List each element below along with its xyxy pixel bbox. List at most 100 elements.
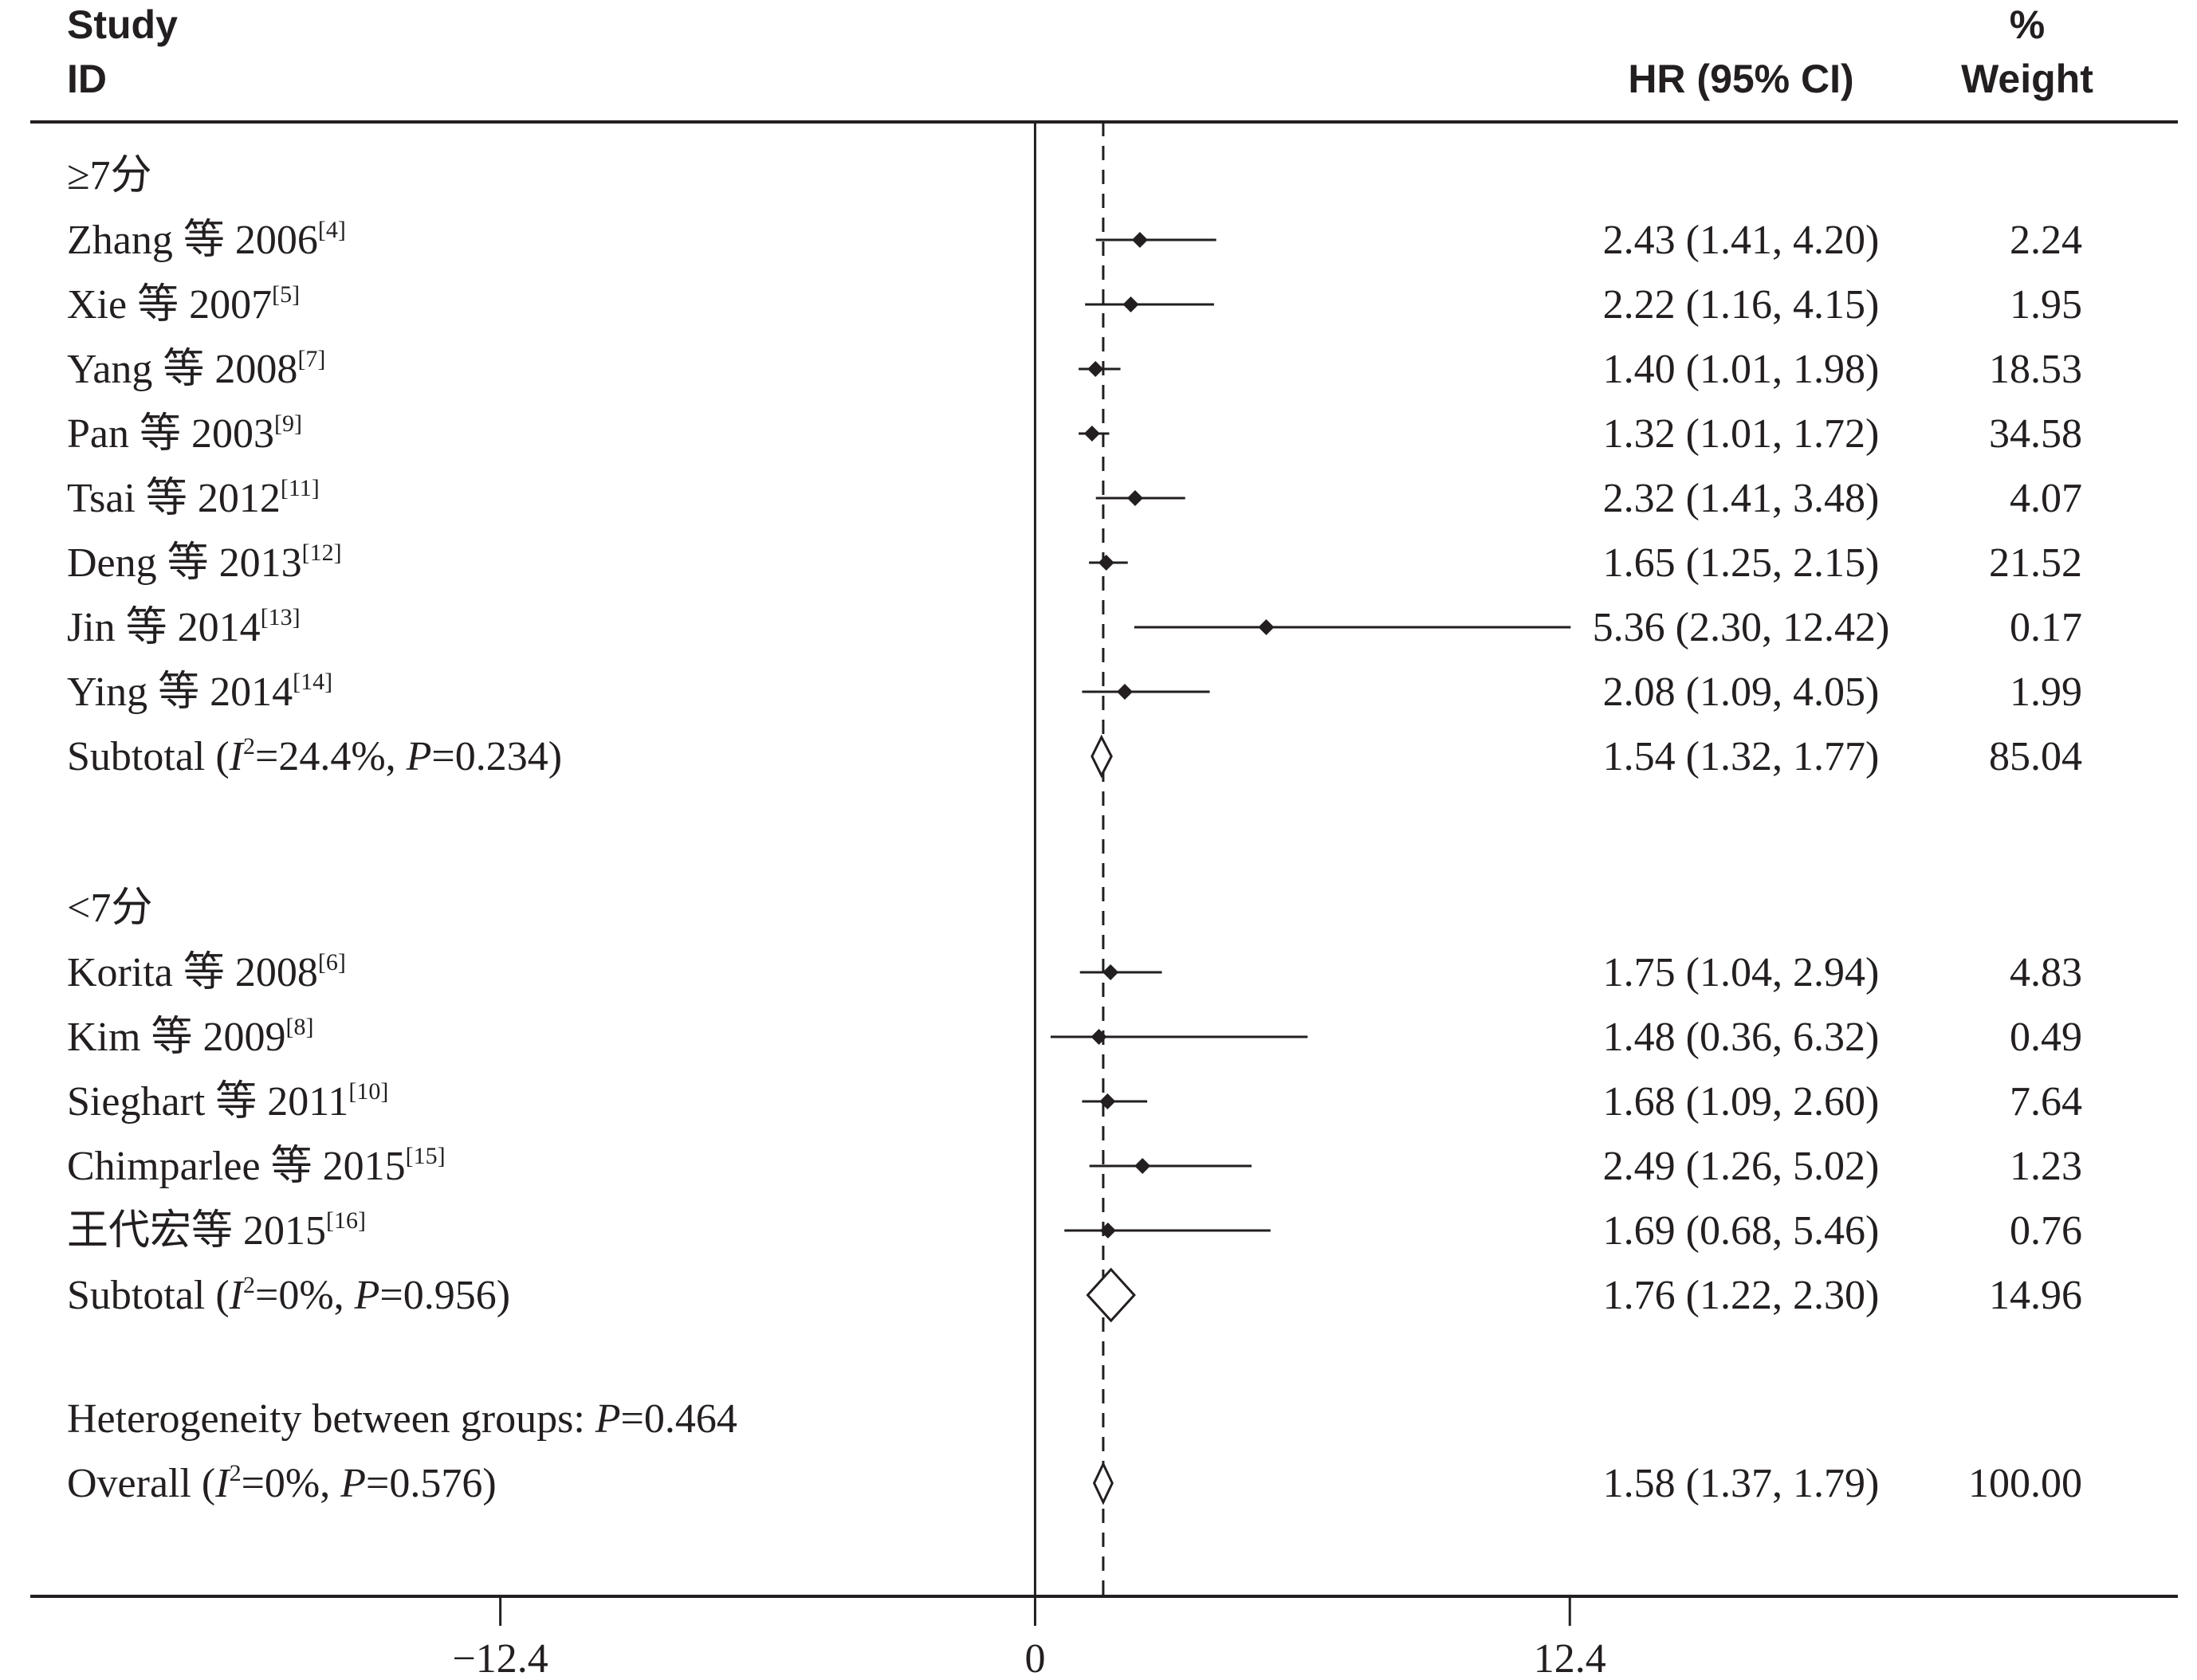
study-weight: 0.17 <box>2010 605 2082 650</box>
study-ref: [8] <box>285 1014 313 1040</box>
study-hr-ci: 2.43 (1.41, 4.20) <box>1603 218 1880 263</box>
study-label: Jin 等 2014[13] <box>67 604 301 650</box>
point-estimate <box>1099 1093 1116 1109</box>
overall-p-symbol: P <box>340 1461 366 1506</box>
study-label: Chimparlee 等 2015[15] <box>67 1143 446 1189</box>
study-name: Zhang 等 2006 <box>67 218 318 263</box>
study-label: Kim 等 2009[8] <box>67 1014 313 1060</box>
study-label: Xie 等 2007[5] <box>67 281 300 328</box>
point-estimate <box>1091 1029 1107 1045</box>
study-hr-ci: 2.32 (1.41, 3.48) <box>1603 476 1880 521</box>
subtotal-hr-ci: 1.76 (1.22, 2.30) <box>1603 1273 1880 1318</box>
point-estimate <box>1258 619 1275 635</box>
header-percent: % <box>2010 2 2045 47</box>
study-label: Ying 等 2014[14] <box>67 669 332 715</box>
subtotal-i2: =24.4%, <box>255 734 407 779</box>
overall-word: Overall ( <box>67 1461 215 1506</box>
study-hr-ci: 1.65 (1.25, 2.15) <box>1603 540 1880 586</box>
study-hr-ci: 5.36 (2.30, 12.42) <box>1593 605 1890 650</box>
subtotal-word: Subtotal ( <box>67 734 230 779</box>
group-label: <7分 <box>67 885 152 931</box>
study-label: Pan 等 2003[9] <box>67 410 302 457</box>
point-estimate <box>1083 426 1100 442</box>
study-name: Chimparlee 等 2015 <box>67 1144 406 1189</box>
point-estimate <box>1099 1223 1116 1238</box>
study-name: Ying 等 2014 <box>67 669 293 715</box>
study-weight: 4.07 <box>2010 476 2082 521</box>
subtotal-hr-ci: 1.54 (1.32, 1.77) <box>1603 734 1880 779</box>
study-label: Yang 等 2008[7] <box>67 346 325 392</box>
study-label: 王代宏等 2015[16] <box>67 1207 366 1254</box>
heterogeneity-text: Heterogeneity between groups: <box>67 1396 595 1442</box>
overall-weight: 100.00 <box>1968 1461 2082 1506</box>
header-weight: Weight <box>1961 57 2093 101</box>
point-estimate <box>1131 232 1148 248</box>
study-hr-ci: 1.40 (1.01, 1.98) <box>1603 347 1880 392</box>
study-hr-ci: 2.22 (1.16, 4.15) <box>1603 282 1880 328</box>
study-hr-ci: 2.08 (1.09, 4.05) <box>1603 669 1880 715</box>
header-hr: HR (95% CI) <box>1628 57 1853 101</box>
subtotal-i2: =0%, <box>255 1273 355 1318</box>
point-estimate <box>1102 964 1119 980</box>
overall-sq: 2 <box>230 1460 242 1486</box>
overall-i: I <box>214 1461 231 1506</box>
overall-p-value: =0.576) <box>366 1461 497 1506</box>
study-name: Yang 等 2008 <box>67 347 297 392</box>
study-ref: [5] <box>272 281 300 308</box>
study-name: 王代宏等 2015 <box>67 1208 326 1254</box>
study-name: Kim 等 2009 <box>67 1015 285 1060</box>
axis-tick-label: 12.4 <box>1534 1636 1606 1680</box>
point-estimate <box>1126 490 1143 506</box>
point-estimate <box>1134 1158 1151 1174</box>
overall-diamond <box>1092 1461 1114 1505</box>
study-name: Xie 等 2007 <box>67 282 272 328</box>
study-name: Jin 等 2014 <box>67 605 261 650</box>
axis-tick-label: 0 <box>1024 1636 1045 1680</box>
study-name: Pan 等 2003 <box>67 411 274 457</box>
study-ref: [4] <box>318 217 346 243</box>
study-label: Sieghart 等 2011[10] <box>67 1078 388 1125</box>
study-weight: 21.52 <box>1989 540 2082 586</box>
heterogeneity-p-value: =0.464 <box>621 1396 737 1442</box>
study-label: Zhang 等 2006[4] <box>67 217 346 263</box>
subtotal-p-value: =0.956) <box>379 1273 510 1318</box>
study-weight: 18.53 <box>1989 347 2082 392</box>
study-ref: [12] <box>302 540 342 566</box>
overall-hr-ci: 1.58 (1.37, 1.79) <box>1603 1461 1880 1506</box>
overall-label: Overall (I2=0%, P=0.576) <box>67 1460 497 1506</box>
study-ref: [7] <box>297 346 325 372</box>
group-label: ≥7分 <box>67 153 152 198</box>
study-weight: 34.58 <box>1989 411 2082 457</box>
subtotal-sq: 2 <box>243 1272 255 1298</box>
subtotal-p-value: =0.234) <box>431 734 562 779</box>
subtotal-sq: 2 <box>243 733 255 760</box>
study-ref: [6] <box>318 949 346 975</box>
study-label: Tsai 等 2012[11] <box>67 475 320 521</box>
subtotal-word: Subtotal ( <box>67 1273 230 1318</box>
study-weight: 0.49 <box>2010 1015 2082 1060</box>
subtotal-p-symbol: P <box>354 1273 380 1318</box>
point-estimate <box>1098 555 1114 571</box>
study-weight: 1.95 <box>2010 282 2082 328</box>
subtotal-i: I <box>229 734 246 779</box>
header-id: ID <box>67 57 107 101</box>
study-name: Sieghart 等 2011 <box>67 1079 348 1125</box>
study-weight: 1.23 <box>2010 1144 2082 1189</box>
study-hr-ci: 1.68 (1.09, 2.60) <box>1603 1079 1880 1125</box>
study-name: Tsai 等 2012 <box>67 476 281 521</box>
study-ref: [15] <box>406 1143 446 1169</box>
subtotal-p-symbol: P <box>406 734 432 779</box>
subtotal-weight: 14.96 <box>1989 1273 2082 1318</box>
overall-i2: =0%, <box>242 1461 341 1506</box>
study-ref: [14] <box>293 669 332 695</box>
study-weight: 2.24 <box>2010 218 2082 263</box>
header-study: Study <box>67 2 178 47</box>
study-label: Deng 等 2013[12] <box>67 540 342 586</box>
study-hr-ci: 1.48 (0.36, 6.32) <box>1603 1015 1880 1060</box>
study-ref: [11] <box>281 475 320 501</box>
study-ref: [16] <box>326 1207 366 1234</box>
study-ref: [9] <box>274 410 302 437</box>
study-hr-ci: 2.49 (1.26, 5.02) <box>1603 1144 1880 1189</box>
study-ref: [13] <box>261 604 301 630</box>
